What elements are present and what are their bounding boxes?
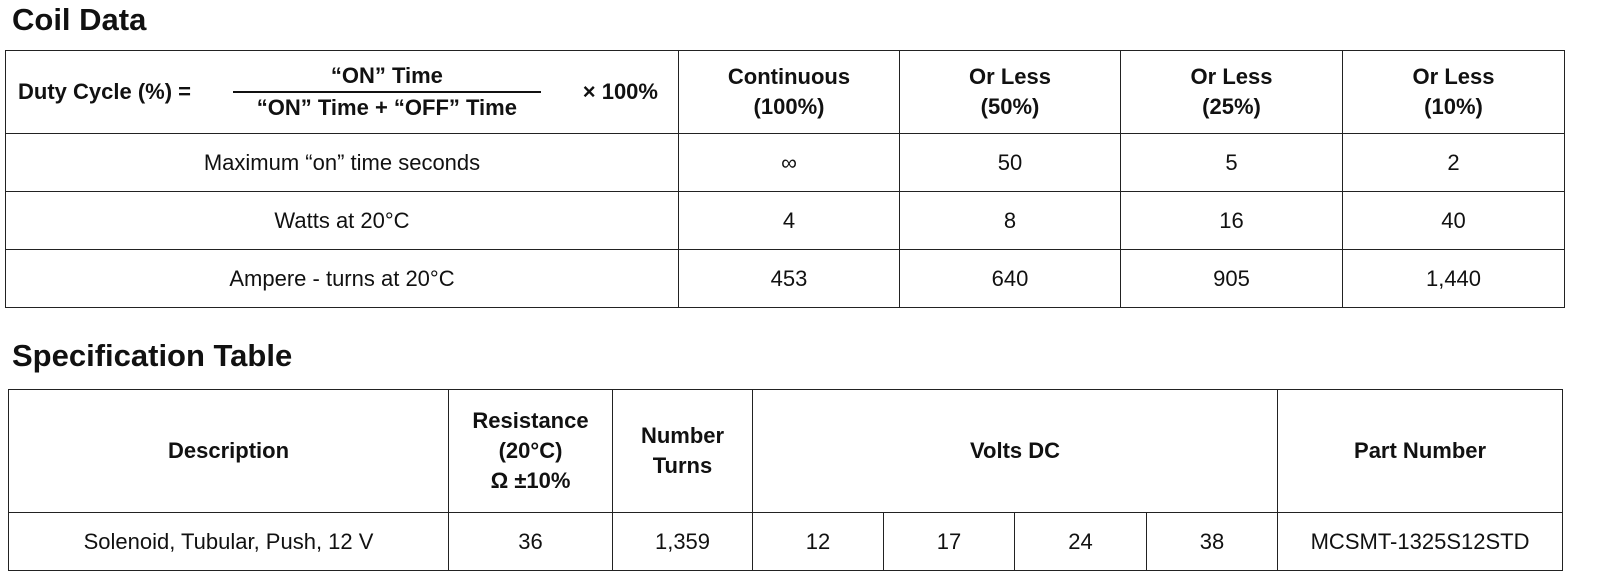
multiplier: × 100% (582, 79, 658, 104)
cell: 50 (899, 133, 1121, 192)
cell: 8 (899, 191, 1121, 250)
cell: 4 (678, 191, 900, 250)
data-row: Ampere - turns at 20°C 453 640 905 1,440 (5, 249, 1565, 308)
cell: 12 (752, 512, 884, 571)
cell: 16 (1120, 191, 1343, 250)
header-line: Resistance (472, 408, 589, 433)
section-title: Specification Table (12, 338, 293, 373)
section-title: Coil Data (12, 2, 147, 37)
header-cell: Volts DC (751, 389, 1279, 513)
cell: 1,359 (612, 512, 753, 571)
cell: 2 (1342, 133, 1565, 192)
header-line: Or Less (969, 64, 1051, 89)
cell: 24 (1014, 512, 1147, 571)
header-line: (25%) (1202, 94, 1261, 119)
denominator: “ON” Time + “OFF” Time (256, 95, 517, 120)
header-line: (100%) (753, 94, 825, 119)
header-line: Continuous (727, 64, 851, 89)
data-row: Watts at 20°C 4 8 16 40 (5, 191, 1565, 250)
row-label: Ampere - turns at 20°C (5, 249, 679, 308)
header-cell: Or Less (10%) (1342, 50, 1565, 134)
cell: 40 (1342, 191, 1565, 250)
fraction: “ON” Time “ON” Time + “OFF” Time (232, 61, 541, 123)
spec-table: Description Resistance (20°C) Ω ±10% Numbe… (8, 389, 1564, 571)
formula-cell: Duty Cycle (%) = “ON” Time “ON” Time + “O… (5, 50, 679, 134)
header-line: Or Less (1412, 64, 1495, 89)
cell: 453 (678, 249, 900, 308)
cell: 905 (1120, 249, 1343, 308)
header-line: (20°C) (498, 438, 563, 463)
numerator: “ON” Time (232, 61, 541, 93)
header-cell: Or Less (25%) (1120, 50, 1343, 134)
header-line: Number (640, 423, 725, 448)
cell: 17 (883, 512, 1015, 571)
header-cell: Continuous (100%) (678, 50, 900, 134)
row-label: Watts at 20°C (5, 191, 679, 250)
header-line: Ω ±10% (490, 468, 571, 493)
header-cell: Number Turns (612, 389, 753, 513)
header-cell: Or Less (50%) (899, 50, 1121, 134)
cell: Solenoid, Tubular, Push, 12 V (8, 512, 449, 571)
header-cell: Resistance (20°C) Ω ±10% (448, 389, 613, 513)
header-line: (10%) (1424, 94, 1483, 119)
cell: 640 (899, 249, 1121, 308)
row-label: Maximum “on” time seconds (5, 133, 679, 192)
cell: 5 (1120, 133, 1343, 192)
cell: ∞ (678, 133, 900, 192)
header-line: Or Less (1190, 64, 1273, 89)
header-line: (50%) (980, 94, 1040, 119)
cell: 38 (1145, 512, 1279, 571)
cell: 36 (448, 512, 613, 571)
data-row: Solenoid, Tubular, Push, 12 V 36 1,359 12 17… (8, 512, 1564, 571)
coil-table: Duty Cycle (%) = “ON” Time “ON” Time + “O… (5, 50, 1565, 308)
cell: 1,440 (1342, 249, 1565, 308)
header-row: Description Resistance (20°C) Ω ±10% Numbe… (8, 389, 1564, 513)
cell: MCSMT-1325S12STD (1277, 512, 1564, 571)
header-line: Turns (652, 453, 713, 478)
header-cell: Description (8, 389, 449, 513)
formula-label: Duty Cycle (%) = (18, 79, 191, 104)
data-row: Maximum “on” time seconds ∞ 50 5 2 (5, 133, 1565, 192)
header-cell: Part Number (1277, 389, 1564, 513)
header-row: Duty Cycle (%) = “ON” Time “ON” Time + “O… (5, 50, 1565, 134)
